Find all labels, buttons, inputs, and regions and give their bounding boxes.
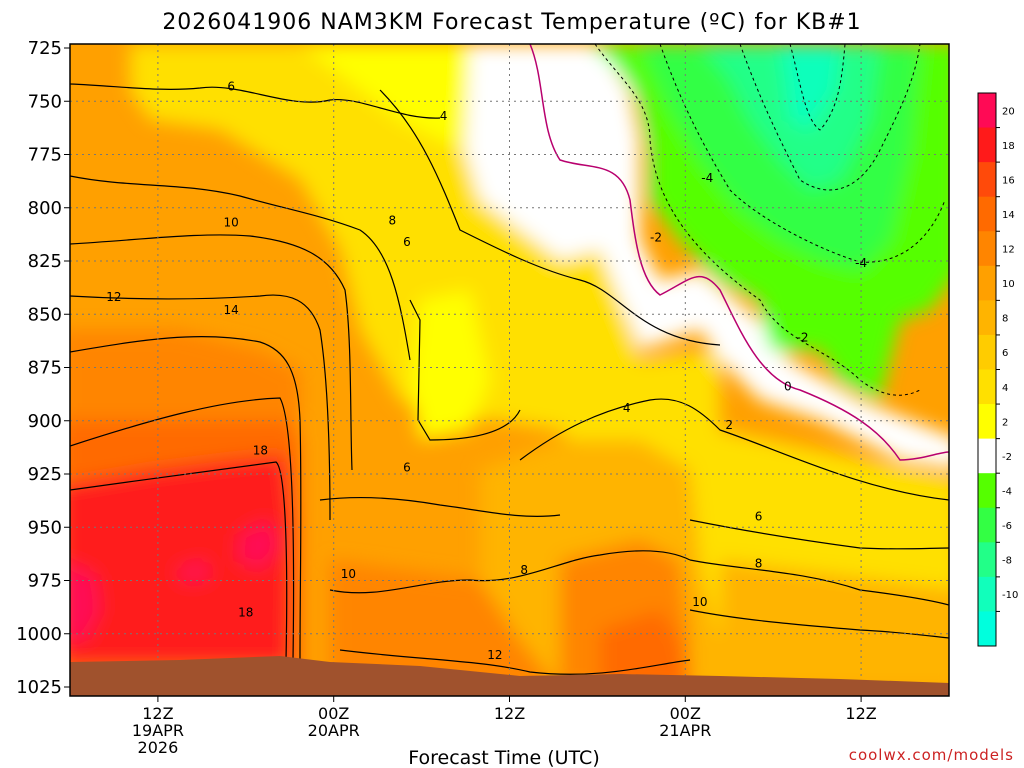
colorbar-label: 4 bbox=[1002, 383, 1008, 394]
colorbar-label: -8 bbox=[1002, 556, 1012, 567]
credit-text: coolwx.com/models bbox=[849, 746, 1014, 764]
y-tick-label: 875 bbox=[28, 358, 62, 379]
contour-label: 12 bbox=[487, 648, 502, 662]
colorbar-label: 14 bbox=[1002, 210, 1015, 221]
contour-label: 6 bbox=[227, 79, 235, 93]
contour-label: 10 bbox=[341, 567, 356, 581]
x-tick-label: 19APR bbox=[132, 721, 184, 740]
y-tick-label: 1000 bbox=[16, 624, 62, 645]
y-tick-label: 775 bbox=[28, 145, 62, 166]
contour-label: 6 bbox=[755, 510, 763, 524]
y-tick-label: 925 bbox=[28, 464, 62, 485]
x-axis-label: Forecast Time (UTC) bbox=[408, 747, 599, 768]
colorbar-segment bbox=[978, 473, 996, 509]
x-tick-label: 21APR bbox=[659, 721, 711, 740]
zero-contour bbox=[529, 44, 949, 461]
colorbar-label: 20 bbox=[1002, 106, 1015, 117]
contour-label: 18 bbox=[238, 605, 253, 619]
colorbar-segment bbox=[978, 369, 996, 405]
colorbar-segment bbox=[978, 231, 996, 267]
contour-label: 10 bbox=[224, 216, 239, 230]
colorbar-segment bbox=[978, 196, 996, 232]
contour-label: 4 bbox=[440, 109, 448, 123]
y-tick-label: 750 bbox=[28, 91, 62, 112]
contour-label: 0 bbox=[784, 380, 792, 394]
contour-label: -2 bbox=[797, 331, 809, 345]
contour-label: 8 bbox=[755, 556, 763, 570]
grid bbox=[70, 44, 949, 696]
y-axis: 725 750 775 800 825 850 875 900 925 950 975 1000 102… bbox=[16, 38, 70, 698]
colorbar-label: 2 bbox=[1002, 417, 1008, 428]
colorbar-label: -10 bbox=[1002, 590, 1018, 601]
colorbar-label: 10 bbox=[1002, 279, 1015, 290]
contour-label: -4 bbox=[855, 256, 867, 270]
y-tick-label: 1025 bbox=[16, 677, 62, 698]
y-tick-label: 975 bbox=[28, 571, 62, 592]
y-tick-label: 950 bbox=[28, 517, 62, 538]
colorbar-label: 18 bbox=[1002, 141, 1015, 152]
colorbar-segment bbox=[978, 542, 996, 578]
colorbar-segment bbox=[978, 93, 996, 129]
colorbar-segment bbox=[978, 404, 996, 440]
y-tick-label: 800 bbox=[28, 198, 62, 219]
contour-lines bbox=[70, 83, 949, 675]
colorbar-label: 16 bbox=[1002, 175, 1015, 186]
colorbar-label: 8 bbox=[1002, 314, 1008, 325]
contour-label: 6 bbox=[403, 461, 411, 475]
ground bbox=[70, 656, 949, 696]
colorbar-segment bbox=[978, 127, 996, 163]
x-tick-label: 12Z bbox=[845, 704, 876, 723]
colorbar-segment bbox=[978, 611, 996, 647]
x-tick-label: 2026 bbox=[138, 738, 179, 757]
contour-label: 4 bbox=[623, 401, 631, 415]
contour-label: -2 bbox=[650, 231, 662, 245]
contour-label: 2 bbox=[725, 418, 733, 432]
colorbar-label: 12 bbox=[1002, 245, 1015, 256]
contour-label: 18 bbox=[253, 444, 268, 458]
contour-label: 8 bbox=[388, 214, 396, 228]
colorbar-label: -4 bbox=[1002, 486, 1012, 497]
x-tick-label: 12Z bbox=[142, 704, 173, 723]
x-tick-label: 20APR bbox=[308, 721, 360, 740]
colorbar-label: -6 bbox=[1002, 521, 1012, 532]
chart-title: 2026041906 NAM3KM Forecast Temperature (… bbox=[162, 10, 861, 35]
colorbar-label: 6 bbox=[1002, 348, 1008, 359]
colorbar-segment bbox=[978, 507, 996, 543]
colorbar-segment bbox=[978, 265, 996, 301]
x-tick-label: 12Z bbox=[494, 704, 525, 723]
colorbar: 20 18 16 14 12 10 8 6 4 2 -2 -4 -6 -8 -10 bbox=[977, 92, 1018, 647]
colorbar-segment bbox=[978, 162, 996, 198]
x-tick-label: 00Z bbox=[670, 704, 701, 723]
contour-label: 8 bbox=[520, 563, 528, 577]
contour-label: 14 bbox=[224, 303, 239, 317]
colorbar-segment bbox=[978, 438, 996, 474]
contour-label: -4 bbox=[701, 171, 713, 185]
negative-contours bbox=[594, 44, 946, 396]
contour-label: 6 bbox=[403, 235, 411, 249]
colorbar-segment bbox=[978, 300, 996, 336]
colorbar-segment bbox=[978, 576, 996, 612]
y-tick-label: 725 bbox=[28, 38, 62, 59]
y-tick-label: 900 bbox=[28, 411, 62, 432]
colorbar-label: -2 bbox=[1002, 452, 1012, 463]
y-tick-label: 825 bbox=[28, 251, 62, 272]
x-tick-label: 00Z bbox=[318, 704, 349, 723]
y-tick-label: 850 bbox=[28, 304, 62, 325]
colorbar-segment bbox=[978, 334, 996, 370]
contour-label: 10 bbox=[692, 595, 707, 609]
contour-label: 12 bbox=[106, 290, 121, 304]
